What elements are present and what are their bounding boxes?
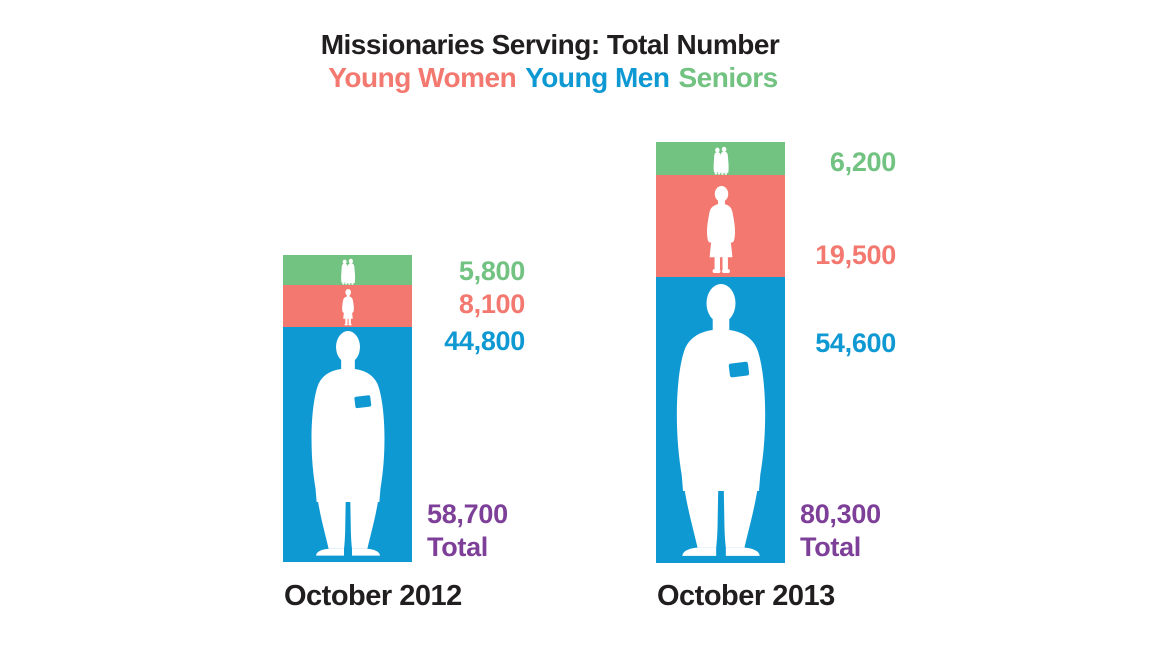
legend-young-men: Young Men <box>525 62 670 93</box>
value-label-young-men-2012: 44,800 <box>444 326 525 356</box>
senior-couple-icon <box>340 258 355 285</box>
senior-couple-icon <box>713 146 729 175</box>
sister-missionary-icon <box>341 289 354 326</box>
segment-young-men-2012 <box>283 327 412 562</box>
legend-seniors: Seniors <box>678 62 778 93</box>
value-label-young-men-2013: 54,600 <box>815 328 896 358</box>
value-label-seniors-2013: 6,200 <box>829 147 896 177</box>
legend-young-women: Young Women <box>328 62 517 93</box>
category-label-october-2013: October 2013 <box>657 580 835 612</box>
elder-missionary-icon <box>676 284 765 556</box>
total-word-2013: Total <box>800 532 861 562</box>
total-word-2012: Total <box>427 532 488 562</box>
segment-young-women-2012 <box>283 285 412 327</box>
sister-missionary-icon <box>706 186 735 274</box>
category-label-october-2012: October 2012 <box>284 580 462 612</box>
total-label-2013: 80,300 Total <box>800 498 881 564</box>
chart-title: Missionaries Serving: Total Number <box>320 29 780 60</box>
elder-missionary-icon <box>311 331 384 556</box>
value-label-seniors-2012: 5,800 <box>458 256 525 286</box>
value-label-young-women-2012: 8,100 <box>458 289 525 319</box>
stacked-bar-october-2013 <box>656 142 785 563</box>
name-badge <box>353 395 371 409</box>
chart-legend: Young Women Young Men Seniors <box>328 62 778 93</box>
name-badge <box>728 361 749 378</box>
total-value-2013: 80,300 <box>800 499 881 529</box>
segment-seniors-2013 <box>656 142 785 175</box>
total-label-2012: 58,700 Total <box>427 498 508 564</box>
segment-seniors-2012 <box>283 255 412 285</box>
segment-young-men-2013 <box>656 277 785 563</box>
total-value-2012: 58,700 <box>427 499 508 529</box>
stacked-bar-october-2012 <box>283 255 412 562</box>
value-label-young-women-2013: 19,500 <box>815 240 896 270</box>
segment-young-women-2013 <box>656 175 785 277</box>
